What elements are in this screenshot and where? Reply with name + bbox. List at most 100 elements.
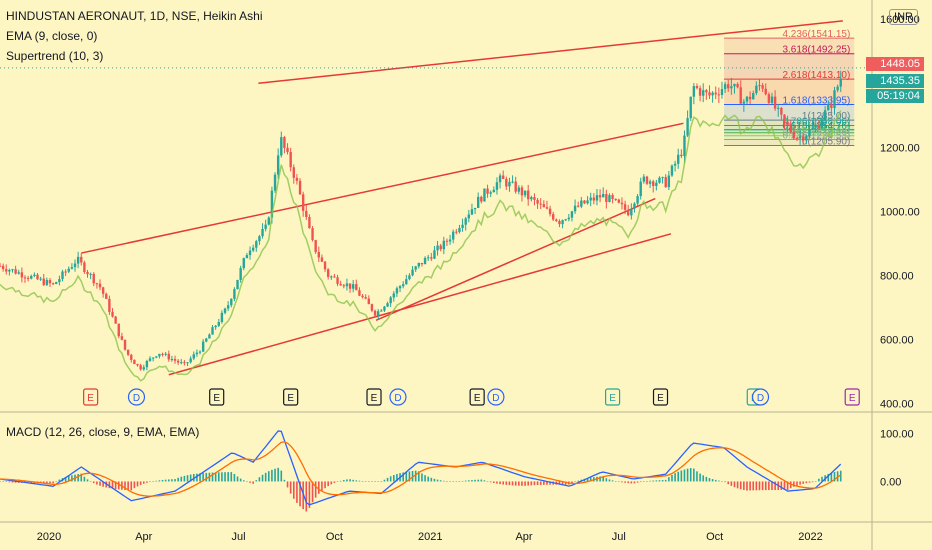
- macd-histogram-bar: [5, 481, 8, 483]
- macd-histogram-bar: [608, 479, 611, 482]
- event-marker-label: E: [287, 393, 294, 404]
- symbol-legend[interactable]: HINDUSTAN AERONAUT, 1D, NSE, Heikin Ashi: [6, 9, 263, 23]
- macd-histogram-bar: [239, 478, 242, 482]
- candle-body: [167, 353, 170, 360]
- candle-body: [827, 103, 830, 111]
- candle-body: [780, 107, 783, 115]
- macd-histogram-bar: [486, 481, 489, 482]
- candle-body: [186, 362, 189, 364]
- macd-histogram-bar: [11, 481, 14, 483]
- macd-histogram-bar: [152, 481, 154, 482]
- macd-histogram-bar: [102, 481, 104, 487]
- candle-body: [289, 151, 292, 168]
- macd-histogram-bar: [677, 471, 680, 482]
- candle-body: [11, 269, 14, 271]
- candle-body: [414, 266, 417, 270]
- macd-histogram-bar: [496, 481, 498, 484]
- candle-body: [398, 286, 402, 289]
- candle-body: [30, 276, 33, 279]
- candle-body: [586, 200, 589, 204]
- macd-histogram-bar: [774, 481, 776, 491]
- fib-zone: [724, 129, 855, 133]
- candle-body: [545, 207, 549, 209]
- currency-badge[interactable]: INR: [889, 9, 918, 25]
- macd-histogram-bar: [296, 481, 298, 503]
- macd-histogram-bar: [177, 477, 179, 482]
- candle-body: [323, 261, 327, 270]
- ema-legend[interactable]: EMA (9, close, 0): [6, 29, 98, 43]
- candle-body: [505, 178, 508, 187]
- candle-body: [583, 200, 586, 204]
- last-price-badge: 1435.35: [866, 74, 924, 88]
- macd-histogram-bar: [483, 480, 486, 482]
- candle-body: [483, 188, 486, 202]
- trendline: [81, 122, 684, 254]
- macd-histogram-bar: [661, 480, 664, 482]
- candle-body: [752, 93, 755, 100]
- macd-tick-label: 100.00: [880, 428, 914, 440]
- event-marker-label: E: [371, 393, 378, 404]
- macd-histogram-bar: [727, 481, 730, 485]
- candle-body: [255, 241, 258, 248]
- macd-histogram-bar: [114, 481, 117, 490]
- candle-body: [648, 181, 652, 184]
- candle-body: [595, 195, 599, 201]
- macd-histogram-bar: [346, 479, 348, 482]
- candle-body: [301, 194, 305, 211]
- candle-body: [211, 327, 214, 335]
- macd-histogram-bar: [333, 481, 336, 483]
- candle-body: [764, 88, 767, 95]
- fib-zone: [724, 125, 855, 130]
- macd-histogram-bar: [574, 481, 576, 482]
- macd-legend[interactable]: MACD (12, 26, close, 9, EMA, EMA): [6, 425, 200, 439]
- macd-tick-label: 0.00: [880, 476, 901, 488]
- supertrend-legend[interactable]: Supertrend (10, 3): [6, 49, 104, 63]
- earnings-marker: [469, 388, 485, 406]
- macd-histogram-bar: [236, 476, 239, 482]
- macd-histogram-bar: [502, 481, 504, 485]
- candle-body: [33, 274, 36, 277]
- macd-histogram-bar: [749, 481, 751, 491]
- candle-body: [251, 247, 255, 251]
- macd-histogram-bar: [618, 481, 620, 482]
- countdown-badge: 05:19:04: [866, 89, 924, 103]
- candle-body: [364, 297, 367, 299]
- macd-histogram-bar: [330, 481, 333, 485]
- candle-body: [317, 252, 320, 258]
- candle-body: [0, 265, 2, 267]
- macd-histogram-bar: [543, 481, 545, 485]
- time-tick-label: 2022: [798, 531, 822, 543]
- candle-body: [667, 175, 671, 188]
- candle-body: [839, 78, 842, 87]
- fib-level-label: 0.786(1268.06): [782, 117, 850, 128]
- macd-histogram-bar: [30, 481, 33, 484]
- supertrend-line: [0, 110, 842, 382]
- trendline: [375, 197, 656, 322]
- high-price-badge: 1448.05: [866, 57, 924, 71]
- macd-histogram-bar: [796, 481, 798, 486]
- candle-body: [86, 271, 89, 275]
- fib-level-label: 0(1205.90): [802, 136, 850, 147]
- macd-histogram-bar: [280, 470, 283, 482]
- macd-histogram-bar: [402, 472, 404, 482]
- macd-histogram-bar: [508, 481, 511, 486]
- macd-histogram-bar: [96, 481, 98, 485]
- macd-histogram-bar: [380, 481, 383, 483]
- macd-histogram-bar: [77, 474, 79, 482]
- candle-body: [89, 273, 92, 275]
- fib-level-label: 0.236(1224.53): [782, 130, 850, 141]
- candle-body: [714, 92, 717, 95]
- macd-histogram-bar: [14, 481, 17, 483]
- candle-body: [105, 293, 108, 299]
- candle-body: [814, 125, 817, 128]
- candle-body: [236, 279, 239, 290]
- candle-body: [276, 155, 280, 175]
- candle-body: [745, 96, 749, 102]
- candle-body: [589, 197, 592, 201]
- candle-body: [670, 165, 674, 176]
- earnings-marker: [366, 388, 382, 406]
- macd-histogram-bar: [189, 474, 192, 482]
- time-tick-label: Jul: [612, 531, 626, 543]
- macd-histogram-bar: [233, 473, 236, 482]
